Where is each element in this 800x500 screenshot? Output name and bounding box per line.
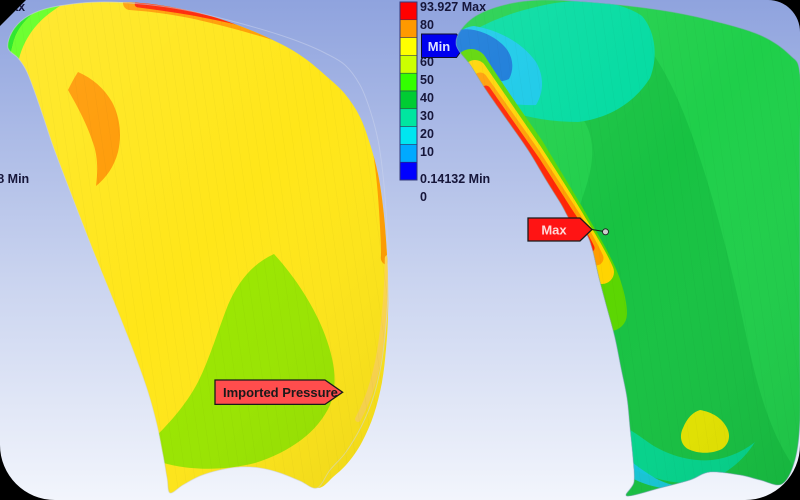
svg-text:Imported Pressure: Imported Pressure [223, 385, 338, 400]
svg-text:10: 10 [420, 145, 434, 159]
svg-text:80: 80 [420, 18, 434, 32]
svg-text:0.10438 Min: 0.10438 Min [0, 172, 29, 186]
svg-text:0.14132 Min: 0.14132 Min [420, 172, 490, 186]
svg-text:0: 0 [420, 190, 427, 204]
svg-text:20: 20 [420, 127, 434, 141]
svg-text:40: 40 [420, 91, 434, 105]
svg-text:50: 50 [420, 73, 434, 87]
svg-text:93.927 Max: 93.927 Max [420, 0, 486, 14]
svg-text:Min: Min [428, 39, 450, 54]
svg-text:Max: Max [541, 223, 567, 238]
svg-text:30: 30 [420, 109, 434, 123]
